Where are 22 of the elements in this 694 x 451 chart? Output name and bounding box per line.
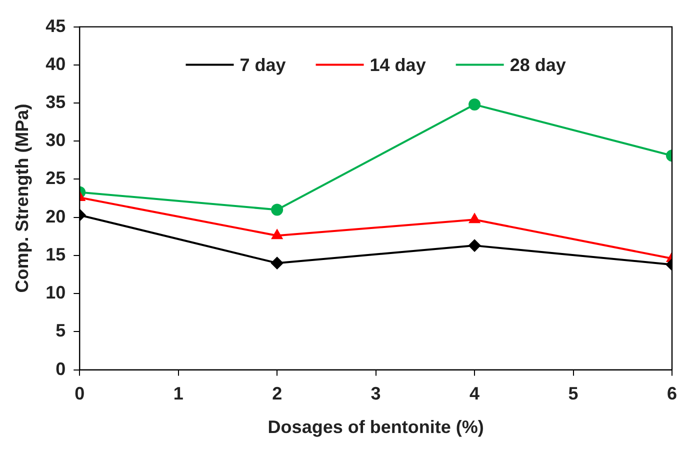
x-tick-label: 5 — [568, 384, 578, 404]
y-tick-label: 45 — [46, 16, 66, 36]
x-tick-label: 3 — [370, 384, 381, 404]
legend-label: 14 day — [370, 54, 426, 75]
x-axis-title: Dosages of bentonite (%) — [268, 417, 484, 438]
x-tick-label: 4 — [470, 384, 480, 404]
x-tick-label: 6 — [666, 384, 678, 404]
x-tick-label: 0 — [74, 384, 85, 404]
y-tick-label: 0 — [56, 358, 66, 379]
y-tick-label: 20 — [46, 206, 66, 226]
y-tick-label: 15 — [46, 244, 66, 264]
x-tick-label: 2 — [272, 384, 282, 404]
y-tick-label: 10 — [46, 282, 66, 303]
y-tick-label: 5 — [56, 320, 66, 341]
legend-label: 7 day — [240, 54, 286, 75]
legend-label: 28 day — [510, 54, 566, 75]
y-axis-title: Comp. Strength (MPa) — [12, 104, 32, 293]
y-tick-label: 30 — [46, 130, 66, 150]
y-tick-label: 40 — [46, 54, 66, 74]
x-tick-label: 1 — [173, 384, 184, 404]
y-tick-label: 35 — [46, 92, 66, 112]
y-tick-label: 25 — [46, 168, 66, 188]
